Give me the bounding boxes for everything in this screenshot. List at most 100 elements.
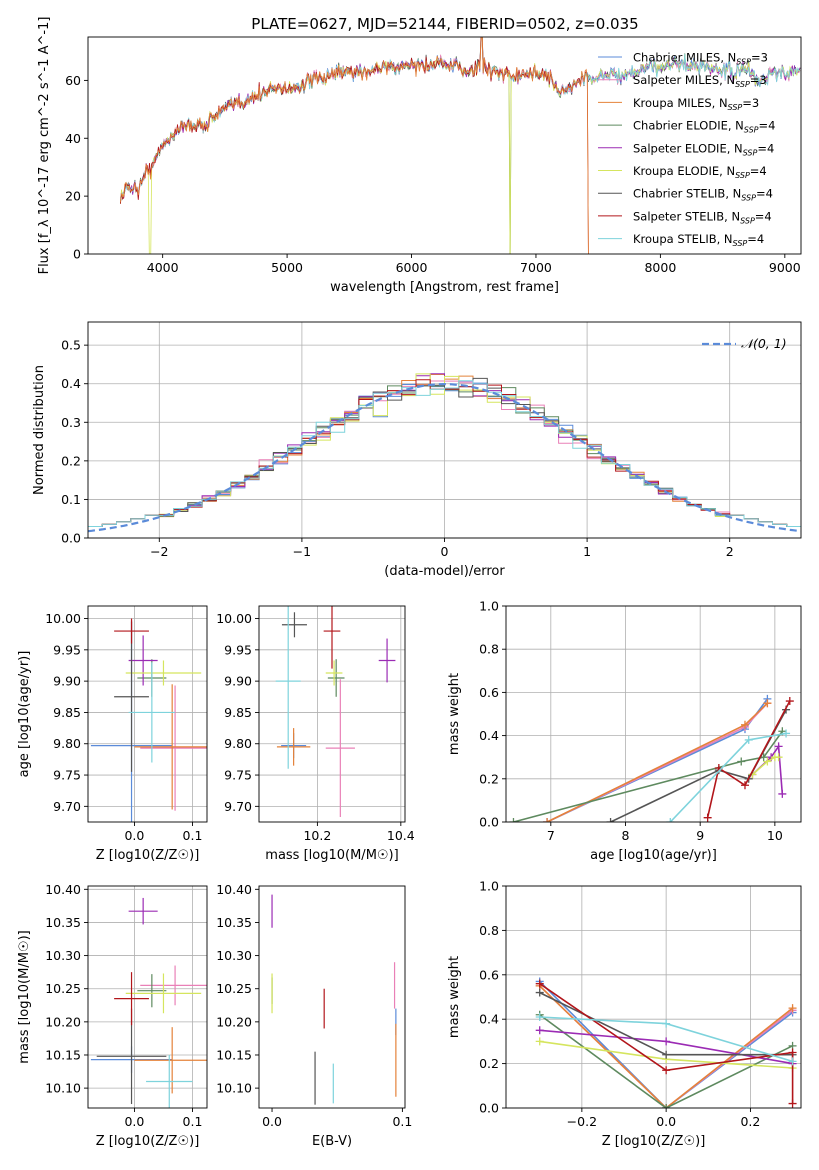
weight_vs_age-plot-area [509,694,794,822]
spectrum-xtick-label: 6000 [396,260,428,275]
weight-marker [662,1037,671,1046]
weight-marker [703,813,712,822]
weight-marker [782,729,791,738]
weight-marker [509,818,518,822]
weight_vs_Z-ytick-label: 0.2 [479,1056,499,1071]
legend-entry-subscript: SSP [736,58,751,67]
weight-marker [662,1050,671,1059]
age_vs_Z-ylabel: age [log10(age/yr)] [17,651,32,778]
mass_vs_Z-ytick-label: 10.40 [45,882,81,897]
residuals-ytick-label: 0.4 [61,376,81,391]
weight_vs_age-xtick-label: 8 [622,828,630,843]
age_vs_mass-xtick-label: 10.4 [387,828,415,843]
weight-marker [788,1004,797,1013]
weight_vs_Z-ylabel: mass weight [447,956,462,1038]
legend-entry-subscript: SSP [733,239,748,248]
weight_vs_age-ytick-label: 0.2 [479,771,499,786]
spectrum-ytick-label: 60 [65,73,81,88]
weight-marker [744,735,753,744]
mass_vs_Z-xlabel: Z [log10(Z/Z☉)] [96,1134,200,1149]
weight-line [539,1014,793,1108]
age_vs_Z-xlabel: Z [log10(Z/Z☉)] [96,848,200,863]
weight_vs_Z-ytick-label: 1.0 [479,879,499,894]
legend-entry: Salpeter STELIB, NSSP=4 [633,209,772,225]
mass_vs_EBV-ytick-label: 10.15 [216,1047,252,1062]
residuals-ytick-label: 0.3 [61,415,81,430]
legend-entry-value: =4 [755,209,772,223]
legend-entry-text: Kroupa STELIB, N [633,232,733,246]
spectrum-axes: 4000 5000 6000 7000 8000 9000 0 20 40 60 wavelengt… [37,17,802,295]
spectrum-xtick-label: 7000 [520,260,552,275]
age_vs_Z-ytick-label: 9.70 [53,799,81,814]
weight_vs_Z-plot-area [535,977,797,1108]
legend-entry-subscript: SSP [735,171,750,180]
legend-entry: Chabrier ELODIE, NSSP=4 [633,119,775,135]
legend-entry: Chabrier MILES, NSSP=3 [633,51,768,67]
spectrum-frame [87,36,802,255]
normal-curve [88,382,801,533]
weight_vs_Z-ytick-label: 0.0 [479,1101,499,1116]
weight_vs_age-ytick-label: 0.0 [479,815,499,830]
weight-marker [535,979,544,988]
legend-entry-subscript: SSP [744,126,759,135]
legend-entry-subscript: SSP [743,148,758,157]
mass_vs_Z-ytick-label: 10.20 [45,1014,81,1029]
age_vs_Z-ytick-label: 9.85 [53,705,81,720]
weight_vs_age-ytick-label: 0.4 [479,728,499,743]
mass_vs_Z-plot-area [90,897,207,1108]
legend-entry-text: Chabrier ELODIE, N [633,119,744,133]
weight-marker [606,818,615,822]
age_vs_mass-plot-area [275,606,396,817]
weight-line [539,985,794,1108]
weight_vs_Z-ytick-label: 0.4 [479,1012,499,1027]
residuals-ytick-label: 0.5 [61,338,81,353]
weight-line [610,709,787,822]
legend-entry-subscript: SSP [741,194,756,203]
legend-entry-subscript: SSP [740,216,755,225]
weight-marker [662,1104,671,1108]
age_vs_Z-xtick-label: 0.0 [124,828,144,843]
spectrum-xtick-label: 5000 [271,260,303,275]
legend-entry-value: =3 [742,96,759,110]
legend-entry-value: =4 [757,141,774,155]
legend-entry-text: Chabrier MILES, N [633,51,736,65]
age_vs_mass-xtick-label: 10.2 [303,828,331,843]
weight-marker [740,720,749,729]
spectrum-ytick-label: 0 [73,247,81,262]
weight-marker [763,699,772,708]
weight-marker [740,781,749,790]
weight-marker [662,1066,671,1075]
weight-marker [535,1037,544,1046]
mass_vs_Z-frame [87,885,208,1109]
weight_vs_age-ytick-label: 1.0 [479,599,499,614]
weight_vs_age-xtick-label: 9 [696,828,704,843]
weight-marker [788,1048,797,1057]
mass_vs_EBV-xtick-label: 0.1 [392,1114,412,1129]
residuals-axes: −2 −1 0 1 2 0.0 0.1 0.2 0.3 0.4 0.5 (data-model)/er… [32,321,802,579]
age_vs_Z-ytick-label: 10.00 [45,611,81,626]
weight-marker [778,789,787,798]
weight_vs_Z-frame [505,885,802,1109]
weight-marker [785,697,794,706]
weight_vs_age-ylabel: mass weight [447,673,462,755]
spectrum-plot-area [120,37,801,254]
legend-entry-subscript: SSP [735,80,750,89]
weight-marker [535,1012,544,1021]
legend-entry: Kroupa STELIB, NSSP=4 [633,232,764,248]
age_vs_mass-xlabel: mass [log10(M/M☉)] [265,848,398,863]
mass_vs_EBV-xtick-label: 0.0 [262,1114,282,1129]
weight-marker [774,753,783,762]
weight_vs_age-xlabel: age [log10(age/yr)] [590,848,717,863]
age_vs_mass-ytick-label: 9.80 [224,736,252,751]
mass_vs_EBV-ytick-label: 10.35 [216,915,252,930]
legend-entry: Chabrier STELIB, NSSP=4 [633,187,773,203]
age_vs_mass-ytick-label: 10.00 [216,611,252,626]
weight-marker [535,1026,544,1035]
weight-marker [662,1019,671,1028]
weight-marker [666,818,675,822]
mass_vs_EBV-frame [258,885,406,1109]
spectrum-xlabel: wavelength [Angstrom, rest frame] [330,280,559,295]
weight_vs_age-xtick-label: 10 [767,828,783,843]
weight-marker [788,1099,797,1108]
